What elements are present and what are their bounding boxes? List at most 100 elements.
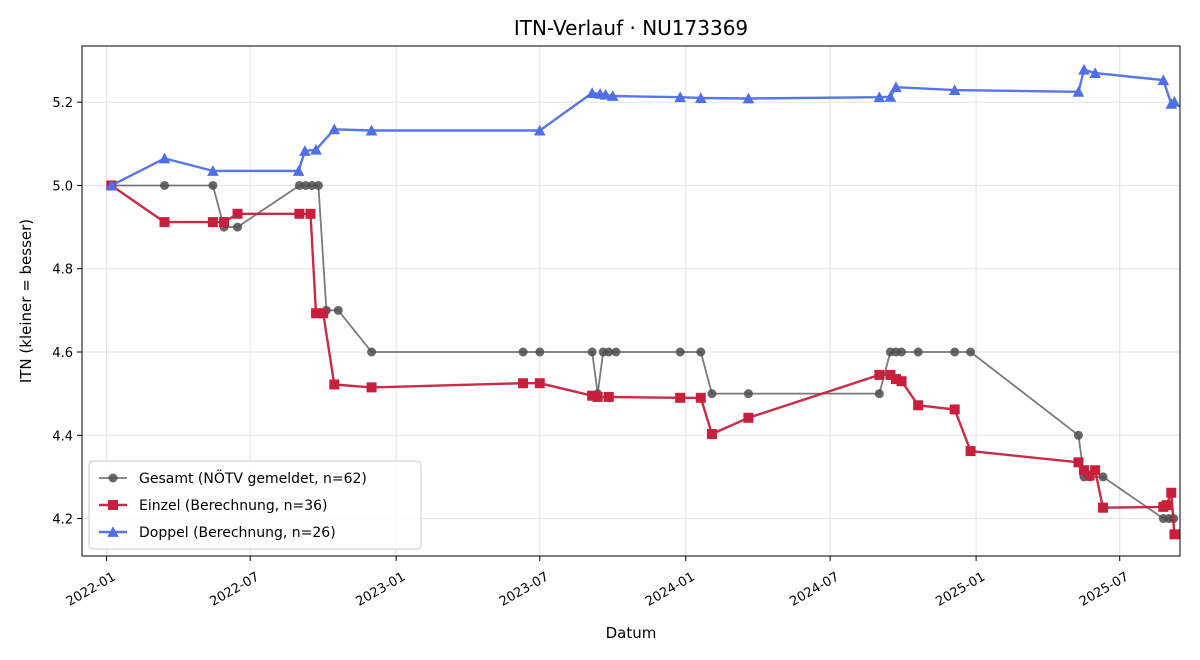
data-point <box>592 391 603 402</box>
data-point <box>207 165 219 176</box>
data-point <box>299 145 311 156</box>
data-point <box>890 81 902 93</box>
data-point <box>1072 85 1085 97</box>
data-point <box>310 143 322 155</box>
data-point <box>874 369 885 380</box>
data-point <box>208 180 218 190</box>
x-tick-label: 2022-07 <box>207 570 262 610</box>
y-tick-label: 4.6 <box>52 346 73 361</box>
data-point <box>207 217 218 228</box>
data-point <box>1161 500 1172 511</box>
y-axis-label: ITN (kleiner = besser) <box>17 219 35 383</box>
series-line <box>110 68 1176 187</box>
data-point <box>1157 74 1170 86</box>
data-point <box>105 179 118 191</box>
data-point <box>611 347 621 357</box>
y-tick-label: 5.2 <box>52 96 73 111</box>
data-point <box>1169 529 1180 540</box>
legend-label: Gesamt (NÖTV gemeldet, n=62) <box>139 469 367 487</box>
data-point <box>742 92 755 104</box>
data-point <box>884 90 897 102</box>
data-point <box>534 378 545 389</box>
data-point <box>160 180 170 190</box>
data-point <box>292 165 305 176</box>
data-point <box>313 180 323 190</box>
data-point <box>333 305 343 315</box>
data-point <box>604 347 614 357</box>
data-point <box>873 91 886 103</box>
data-point <box>1078 63 1090 75</box>
data-point <box>586 87 598 98</box>
data-point <box>294 208 305 219</box>
data-point <box>599 88 612 100</box>
x-tick-label: 2022-01 <box>64 570 119 610</box>
data-point <box>1079 465 1090 476</box>
data-point <box>707 389 717 399</box>
data-point <box>696 347 706 357</box>
data-point <box>1098 472 1108 482</box>
data-point <box>1073 430 1083 440</box>
data-point <box>219 217 230 228</box>
data-point <box>695 92 707 103</box>
data-point <box>365 124 378 136</box>
data-point <box>950 347 960 357</box>
data-point <box>305 208 316 219</box>
data-point <box>587 347 597 357</box>
plot-frame <box>81 45 1181 557</box>
data-point <box>232 208 243 219</box>
y-tick-label: 4.8 <box>52 263 73 278</box>
data-point <box>1168 95 1181 107</box>
data-point <box>885 369 896 380</box>
data-point <box>1084 470 1095 481</box>
data-point <box>897 347 907 357</box>
data-point <box>367 347 377 357</box>
x-tick-label: 2023-07 <box>497 570 552 610</box>
data-point <box>948 84 961 96</box>
data-point <box>1073 457 1084 468</box>
x-tick-label: 2025-01 <box>933 570 988 610</box>
data-point <box>966 347 976 357</box>
legend-frame <box>88 460 422 550</box>
data-point <box>913 347 923 357</box>
x-tick-label: 2024-01 <box>643 570 698 610</box>
data-point <box>890 374 901 385</box>
series-2 <box>106 180 1180 540</box>
chart-title: ITN-Verlauf · NU173369 <box>514 16 748 40</box>
data-point <box>518 378 529 389</box>
data-point <box>533 124 546 136</box>
legend-swatch-marker <box>108 473 118 483</box>
data-point <box>307 180 317 190</box>
data-point <box>913 400 924 411</box>
legend-label: Einzel (Berechnung, n=36) <box>139 498 328 514</box>
x-tick-label: 2025-07 <box>1077 570 1132 610</box>
data-point <box>158 152 171 164</box>
legend-swatch-marker <box>108 500 118 510</box>
data-point <box>675 392 686 403</box>
data-point <box>949 404 960 415</box>
y-tick-label: 5.0 <box>52 179 73 194</box>
legend: Gesamt (NÖTV gemeldet, n=62) Einzel (Bere… <box>88 460 422 550</box>
data-point <box>896 376 907 387</box>
data-point <box>159 217 170 228</box>
data-point <box>706 429 717 440</box>
data-point <box>1098 502 1109 513</box>
data-point <box>587 390 598 401</box>
data-point <box>874 389 884 399</box>
data-point <box>603 391 614 402</box>
data-point <box>1166 487 1177 498</box>
x-tick-label: 2023-01 <box>353 570 408 610</box>
data-point <box>294 180 304 190</box>
series-1 <box>106 180 1179 524</box>
x-axis-label: Datum <box>606 624 657 642</box>
data-point <box>606 90 619 101</box>
data-point <box>743 389 753 399</box>
data-point <box>695 392 706 403</box>
y-tick-label: 4.4 <box>52 429 73 444</box>
series-3 <box>105 63 1181 191</box>
data-point <box>674 91 686 103</box>
grid-lines <box>82 46 1180 556</box>
x-tick-label: 2024-07 <box>787 570 842 610</box>
data-point <box>1090 465 1101 476</box>
y-tick-label: 4.2 <box>52 513 73 528</box>
data-point <box>675 347 685 357</box>
